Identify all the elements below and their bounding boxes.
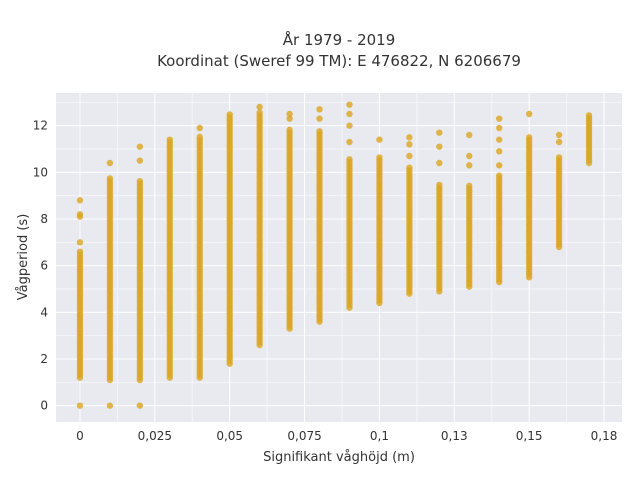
data-point	[136, 157, 144, 164]
data-point	[436, 143, 443, 150]
data-point	[555, 131, 563, 139]
data-column	[196, 124, 203, 381]
data-point	[76, 402, 84, 409]
x-tick-label: 0,05	[216, 429, 243, 443]
data-point	[256, 109, 263, 116]
y-tick-label: 0	[40, 399, 48, 413]
x-tick-label: 0,1	[370, 429, 389, 443]
data-column	[286, 110, 293, 332]
data-points	[76, 101, 593, 409]
data-point	[496, 162, 503, 169]
data-point	[106, 175, 114, 182]
data-column	[466, 131, 473, 290]
data-point	[466, 152, 473, 160]
data-column	[136, 143, 144, 409]
data-point	[136, 402, 144, 409]
data-column	[226, 111, 233, 367]
y-tick-label: 8	[40, 212, 48, 226]
x-axis-title: Signifikant våghöjd (m)	[263, 450, 415, 465]
x-tick-label: 0,18	[591, 429, 618, 443]
data-column	[76, 197, 84, 409]
data-point	[406, 152, 413, 160]
data-point	[286, 110, 293, 118]
x-axis-ticks: 0 0,025 0,05 0,075 0,1 0,13 0,15 0,18	[76, 429, 617, 443]
chart-title-line2: Koordinat (Sweref 99 TM): E 476822, N 62…	[157, 52, 521, 70]
data-column	[256, 103, 263, 349]
data-point	[256, 103, 263, 111]
data-point	[136, 143, 144, 150]
data-point	[106, 159, 114, 167]
data-point	[166, 136, 173, 143]
data-point	[76, 248, 84, 255]
data-column	[106, 159, 114, 409]
data-column	[166, 136, 173, 381]
data-point	[496, 115, 503, 122]
data-point	[196, 124, 203, 132]
chart-title-line1: År 1979 - 2019	[283, 30, 396, 49]
data-point	[376, 136, 383, 143]
x-tick-label: 0,15	[516, 429, 543, 443]
x-tick-label: 0,13	[441, 429, 468, 443]
data-point	[555, 154, 563, 161]
data-point	[286, 115, 293, 122]
y-axis-title: Vågperiod (s)	[16, 214, 31, 301]
data-point	[436, 159, 443, 167]
data-point	[346, 138, 353, 146]
y-tick-label: 4	[40, 305, 48, 319]
y-tick-label: 6	[40, 259, 48, 273]
data-point	[226, 111, 233, 118]
data-point	[346, 101, 353, 108]
data-point	[76, 197, 84, 204]
data-point	[436, 181, 443, 189]
data-point	[316, 106, 323, 113]
data-column	[436, 129, 443, 295]
data-column	[525, 110, 533, 281]
data-column	[555, 131, 563, 251]
x-tick-label: 0,075	[287, 429, 321, 443]
data-point	[406, 141, 413, 148]
data-point	[496, 124, 503, 132]
data-point	[106, 402, 114, 409]
data-point	[406, 164, 413, 171]
data-point	[466, 182, 473, 190]
x-tick-label: 0,025	[138, 429, 172, 443]
data-column	[585, 112, 593, 167]
data-point	[136, 178, 144, 185]
data-point	[585, 112, 593, 119]
data-point	[525, 134, 533, 141]
data-point	[76, 239, 84, 246]
data-point	[346, 156, 353, 163]
data-point	[496, 136, 503, 143]
data-column	[496, 115, 503, 286]
data-point	[76, 211, 84, 218]
data-point	[466, 131, 473, 139]
x-tick-label: 0	[76, 429, 84, 443]
data-point	[525, 110, 533, 118]
data-point	[406, 134, 413, 141]
data-column	[316, 106, 323, 325]
data-point	[496, 172, 503, 179]
data-column	[406, 134, 413, 297]
data-point	[466, 162, 473, 169]
data-point	[555, 138, 563, 146]
data-point	[496, 148, 503, 155]
data-column	[346, 101, 353, 311]
y-tick-label: 10	[33, 165, 48, 179]
data-point	[196, 133, 203, 141]
data-point	[346, 122, 353, 129]
y-axis-ticks: 0 2 4 6 8 10 12	[33, 119, 48, 413]
y-tick-label: 2	[40, 352, 48, 366]
data-point	[436, 129, 443, 136]
data-point	[376, 154, 383, 161]
data-column	[376, 136, 383, 307]
y-tick-label: 12	[33, 119, 48, 133]
data-point	[316, 128, 323, 135]
data-point	[346, 110, 353, 118]
data-point	[286, 126, 293, 134]
data-point	[316, 115, 323, 122]
